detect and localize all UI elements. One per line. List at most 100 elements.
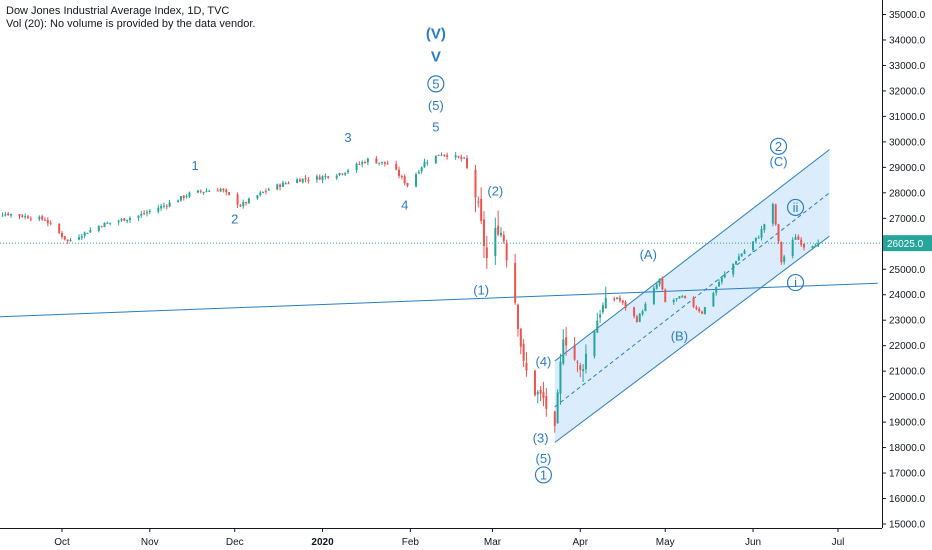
candle bbox=[143, 210, 146, 216]
candle bbox=[284, 181, 287, 185]
channel-fill bbox=[554, 149, 830, 443]
candle-body bbox=[579, 365, 582, 370]
wave-label: 1 bbox=[534, 466, 553, 484]
support-line bbox=[0, 282, 878, 318]
price-tick-label: 19000.0 bbox=[889, 418, 926, 429]
candle-body bbox=[684, 295, 687, 298]
wave-label-layer: (V)V5(5)53124(2)(1)(4)(3)(5)1(A)(B)2(C)i… bbox=[191, 26, 805, 484]
candle bbox=[777, 223, 780, 244]
candle-body bbox=[259, 192, 262, 195]
candle-body bbox=[638, 313, 641, 322]
candle-body bbox=[38, 216, 41, 220]
candle bbox=[678, 296, 681, 299]
candle bbox=[41, 214, 44, 221]
candle-body bbox=[21, 215, 24, 218]
candle-body bbox=[126, 219, 129, 222]
wave-label: (B) bbox=[671, 329, 688, 344]
candle-body bbox=[698, 308, 701, 312]
price-tick-label: 24000.0 bbox=[889, 290, 926, 301]
candle-body bbox=[307, 180, 310, 182]
candle bbox=[395, 160, 398, 171]
candle bbox=[403, 174, 406, 186]
candle bbox=[624, 300, 627, 311]
price-tick-label: 28000.0 bbox=[889, 188, 926, 199]
candle-body bbox=[83, 232, 86, 236]
candle bbox=[576, 360, 579, 373]
candle bbox=[69, 238, 72, 242]
candle-body bbox=[86, 232, 89, 234]
wave-label-text: (1) bbox=[473, 283, 489, 298]
candle bbox=[715, 286, 718, 296]
candle bbox=[361, 160, 364, 168]
candle bbox=[315, 174, 318, 183]
candle bbox=[21, 213, 24, 218]
candle-body bbox=[635, 316, 638, 322]
candle bbox=[378, 162, 381, 166]
candle bbox=[502, 231, 505, 244]
candle-body bbox=[27, 216, 30, 219]
candle-body bbox=[593, 331, 596, 357]
candle bbox=[137, 215, 140, 222]
channel-mid bbox=[554, 192, 830, 408]
candle bbox=[89, 227, 92, 233]
candle-body bbox=[423, 161, 426, 168]
price-tick-label: 20000.0 bbox=[889, 392, 926, 403]
candle-body bbox=[485, 247, 488, 258]
candle-body bbox=[267, 189, 270, 191]
candle-body bbox=[66, 239, 69, 241]
candle-body bbox=[720, 277, 723, 282]
candle bbox=[621, 299, 624, 305]
wave-label: (5) bbox=[536, 451, 552, 466]
candle-body bbox=[723, 274, 726, 278]
candle bbox=[463, 156, 466, 159]
candle bbox=[635, 314, 638, 323]
time-tick-label: Feb bbox=[402, 537, 420, 548]
wave-label-text: 1 bbox=[191, 158, 198, 173]
candle bbox=[763, 223, 766, 233]
candle bbox=[341, 173, 344, 176]
channel-upper bbox=[554, 149, 830, 362]
candle bbox=[80, 233, 83, 241]
candle bbox=[1, 212, 4, 217]
wave-label: (A) bbox=[640, 247, 657, 262]
price-tick-label: 21000.0 bbox=[889, 367, 926, 378]
candle bbox=[698, 306, 701, 313]
candle bbox=[573, 337, 576, 361]
candle-body bbox=[695, 307, 698, 309]
wave-label: 1 bbox=[191, 158, 198, 173]
candle bbox=[58, 222, 61, 235]
wave-label: i bbox=[786, 273, 805, 292]
candle-body bbox=[281, 182, 284, 187]
candle bbox=[457, 155, 460, 159]
candle bbox=[347, 168, 350, 175]
candle bbox=[366, 157, 369, 166]
candle bbox=[760, 225, 763, 241]
candle bbox=[38, 215, 41, 222]
trendline-layer bbox=[0, 149, 882, 443]
candle bbox=[757, 235, 760, 239]
candle bbox=[485, 235, 488, 269]
candle bbox=[126, 219, 129, 224]
candle-body bbox=[117, 220, 120, 223]
candle bbox=[205, 188, 208, 193]
candle-body bbox=[737, 256, 740, 261]
wave-label-text: V bbox=[431, 49, 441, 66]
wave-label: (3) bbox=[533, 430, 549, 445]
candle bbox=[800, 237, 803, 247]
wave-label-text: (3) bbox=[533, 430, 549, 445]
channel-layer bbox=[554, 149, 830, 443]
candle bbox=[236, 192, 239, 208]
price-tick-label: 31000.0 bbox=[889, 112, 926, 123]
candle bbox=[182, 194, 185, 201]
candle-body bbox=[533, 370, 536, 396]
candle-body bbox=[664, 289, 667, 302]
candle bbox=[803, 243, 806, 251]
candle-body bbox=[576, 361, 579, 363]
candle-body bbox=[185, 196, 188, 198]
candle-body bbox=[196, 190, 199, 193]
candle-body bbox=[1, 215, 4, 217]
candle-body bbox=[596, 320, 599, 333]
candle bbox=[318, 174, 321, 180]
candle bbox=[4, 212, 7, 217]
